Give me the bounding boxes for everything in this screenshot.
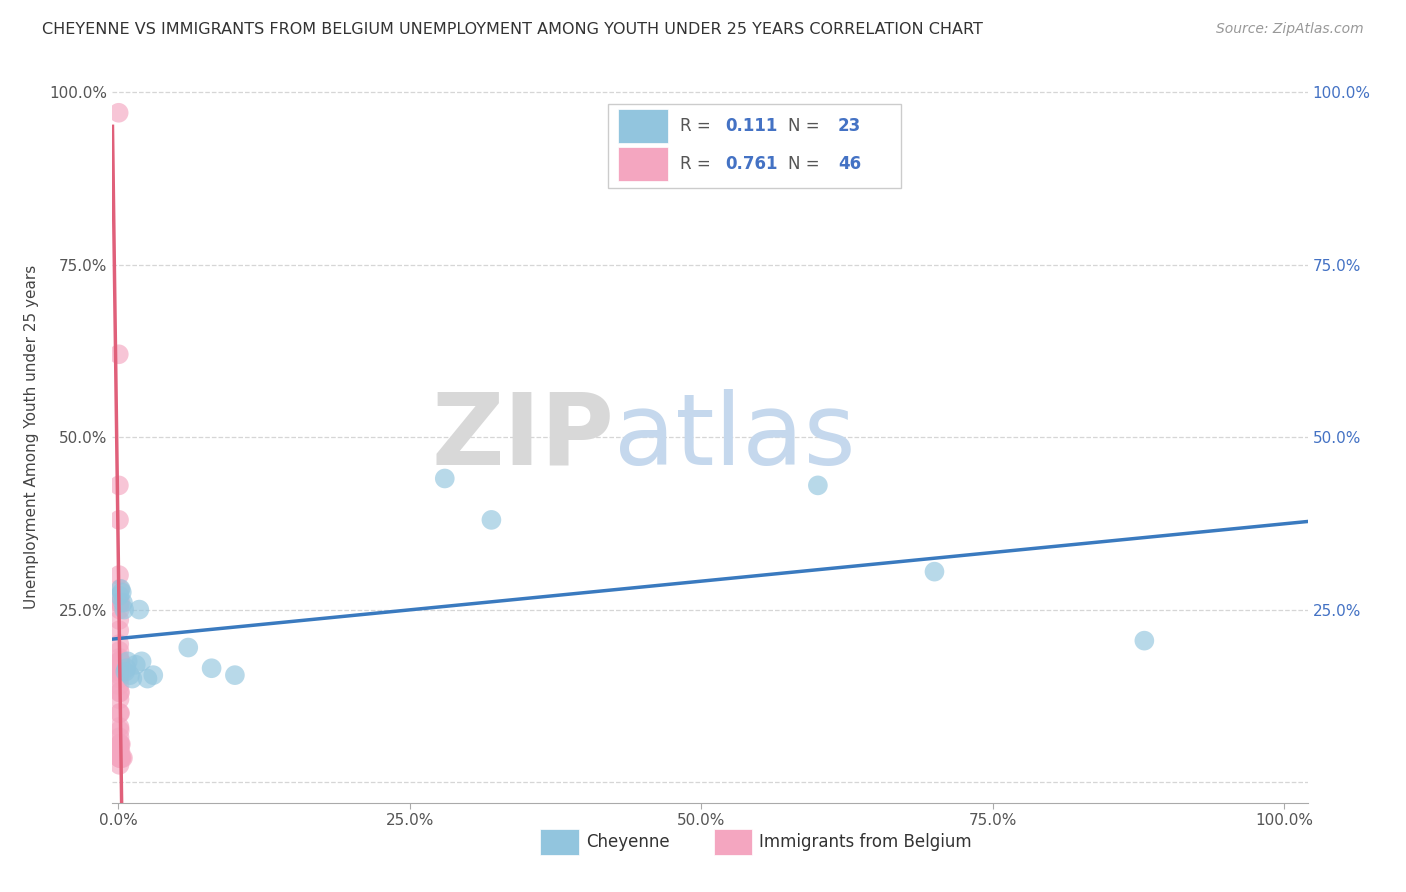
- Point: [110, 582, 132, 596]
- Text: Source: ZipAtlas.com: Source: ZipAtlas.com: [1216, 22, 1364, 37]
- Point: [108, 751, 131, 765]
- Point: [108, 731, 131, 745]
- Point: [108, 737, 131, 751]
- Point: [110, 751, 132, 765]
- Point: [136, 672, 159, 686]
- Point: [481, 513, 503, 527]
- Point: [107, 105, 129, 120]
- Text: N =: N =: [787, 155, 824, 173]
- Text: 23: 23: [838, 117, 860, 136]
- Point: [1133, 633, 1156, 648]
- Text: Immigrants from Belgium: Immigrants from Belgium: [759, 833, 972, 851]
- Point: [108, 692, 131, 706]
- Point: [125, 657, 148, 672]
- Point: [108, 751, 131, 765]
- Point: [108, 644, 131, 658]
- Point: [108, 582, 131, 596]
- Point: [108, 720, 131, 734]
- Point: [108, 661, 131, 675]
- Text: R =: R =: [681, 155, 716, 173]
- Text: atlas: atlas: [614, 389, 856, 485]
- FancyBboxPatch shape: [619, 110, 668, 143]
- Point: [128, 602, 150, 616]
- Point: [110, 751, 132, 765]
- Point: [108, 657, 131, 672]
- Point: [108, 751, 131, 765]
- Point: [110, 596, 132, 610]
- Point: [108, 706, 131, 720]
- Y-axis label: Unemployment Among Youth under 25 years: Unemployment Among Youth under 25 years: [24, 265, 38, 609]
- Point: [108, 665, 131, 679]
- Point: [107, 347, 129, 361]
- Point: [108, 744, 131, 758]
- Point: [108, 668, 131, 682]
- Point: [108, 613, 131, 627]
- Point: [118, 668, 141, 682]
- Point: [111, 751, 134, 765]
- Text: 0.111: 0.111: [725, 117, 778, 136]
- Point: [924, 565, 946, 579]
- Point: [177, 640, 200, 655]
- Text: Cheyenne: Cheyenne: [586, 833, 669, 851]
- Point: [111, 751, 134, 765]
- Point: [115, 661, 138, 675]
- Point: [108, 589, 131, 603]
- Point: [108, 651, 131, 665]
- Text: R =: R =: [681, 117, 716, 136]
- Point: [142, 668, 165, 682]
- Point: [807, 478, 830, 492]
- Point: [110, 744, 132, 758]
- Point: [108, 513, 131, 527]
- Point: [108, 757, 131, 772]
- FancyBboxPatch shape: [540, 830, 579, 855]
- Point: [110, 737, 132, 751]
- Point: [200, 661, 222, 675]
- Text: 0.761: 0.761: [725, 155, 778, 173]
- Point: [224, 668, 246, 682]
- Point: [121, 672, 143, 686]
- Point: [108, 685, 131, 699]
- Point: [111, 596, 134, 610]
- Text: N =: N =: [787, 117, 824, 136]
- Point: [108, 685, 131, 699]
- Point: [111, 585, 134, 599]
- Point: [131, 654, 153, 668]
- Point: [114, 665, 136, 679]
- Point: [117, 654, 139, 668]
- Text: CHEYENNE VS IMMIGRANTS FROM BELGIUM UNEMPLOYMENT AMONG YOUTH UNDER 25 YEARS CORR: CHEYENNE VS IMMIGRANTS FROM BELGIUM UNEM…: [42, 22, 983, 37]
- Point: [108, 737, 131, 751]
- Point: [108, 665, 131, 679]
- Point: [108, 654, 131, 668]
- Point: [433, 471, 456, 485]
- Point: [108, 624, 131, 638]
- FancyBboxPatch shape: [714, 830, 752, 855]
- Text: 46: 46: [838, 155, 860, 173]
- Point: [108, 672, 131, 686]
- Point: [108, 478, 131, 492]
- Point: [108, 637, 131, 651]
- Point: [108, 706, 131, 720]
- Text: ZIP: ZIP: [432, 389, 614, 485]
- Point: [108, 678, 131, 692]
- Point: [112, 602, 135, 616]
- Point: [108, 568, 131, 582]
- FancyBboxPatch shape: [619, 147, 668, 181]
- Point: [110, 654, 132, 668]
- Point: [108, 602, 131, 616]
- Point: [108, 737, 131, 751]
- Point: [108, 723, 131, 738]
- FancyBboxPatch shape: [609, 104, 901, 188]
- Point: [108, 596, 131, 610]
- Point: [108, 654, 131, 668]
